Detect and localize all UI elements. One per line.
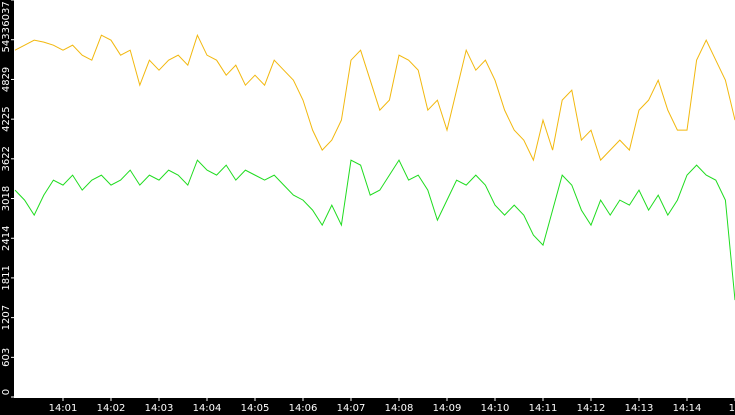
- x-tick-label: 14: [729, 403, 735, 414]
- x-tick-label: 14:02: [97, 403, 126, 414]
- x-tick-label: 14:10: [481, 403, 510, 414]
- x-tick-label: 14:06: [289, 403, 318, 414]
- x-tick-label: 14:12: [577, 403, 606, 414]
- y-tick-label: 3018: [1, 186, 12, 211]
- y-tick-label: 2414: [1, 226, 12, 251]
- y-tick-label: 5433: [1, 27, 12, 52]
- x-tick-label: 14:08: [385, 403, 414, 414]
- y-axis-strip: [0, 0, 14, 415]
- x-tick-label: 14:01: [49, 403, 78, 414]
- series-line: [14, 159, 735, 301]
- y-tick-label: 4829: [1, 67, 12, 92]
- x-axis-strip: [0, 398, 735, 415]
- x-tick-label: 14:05: [241, 403, 270, 414]
- y-tick-label: 4225: [1, 106, 12, 131]
- x-tick-label: 14:09: [433, 403, 462, 414]
- y-tick-label: 3622: [1, 146, 12, 171]
- x-tick-label: 14:03: [145, 403, 174, 414]
- y-tick-label: 603: [1, 348, 12, 367]
- y-tick-label: 6037: [1, 1, 12, 26]
- y-tick-label: 0: [1, 389, 12, 395]
- y-tick-label: 1811: [1, 265, 12, 290]
- x-tick-label: 14:11: [529, 403, 558, 414]
- y-tick-label: 1207: [1, 305, 12, 330]
- x-tick-label: 14:04: [193, 403, 222, 414]
- x-tick-label: 14:14: [673, 403, 702, 414]
- series-line: [14, 33, 735, 162]
- x-tick-label: 14:13: [625, 403, 654, 414]
- x-tick-label: 14:07: [337, 403, 366, 414]
